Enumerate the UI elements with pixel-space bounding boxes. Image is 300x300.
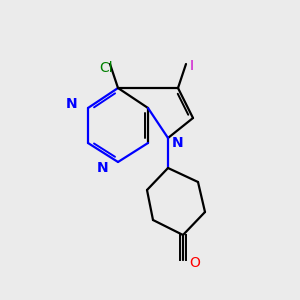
Text: I: I xyxy=(190,59,194,73)
Text: N: N xyxy=(66,97,78,111)
Text: Cl: Cl xyxy=(99,61,113,75)
Text: O: O xyxy=(190,256,200,270)
Text: N: N xyxy=(97,161,109,175)
Text: N: N xyxy=(172,136,184,150)
